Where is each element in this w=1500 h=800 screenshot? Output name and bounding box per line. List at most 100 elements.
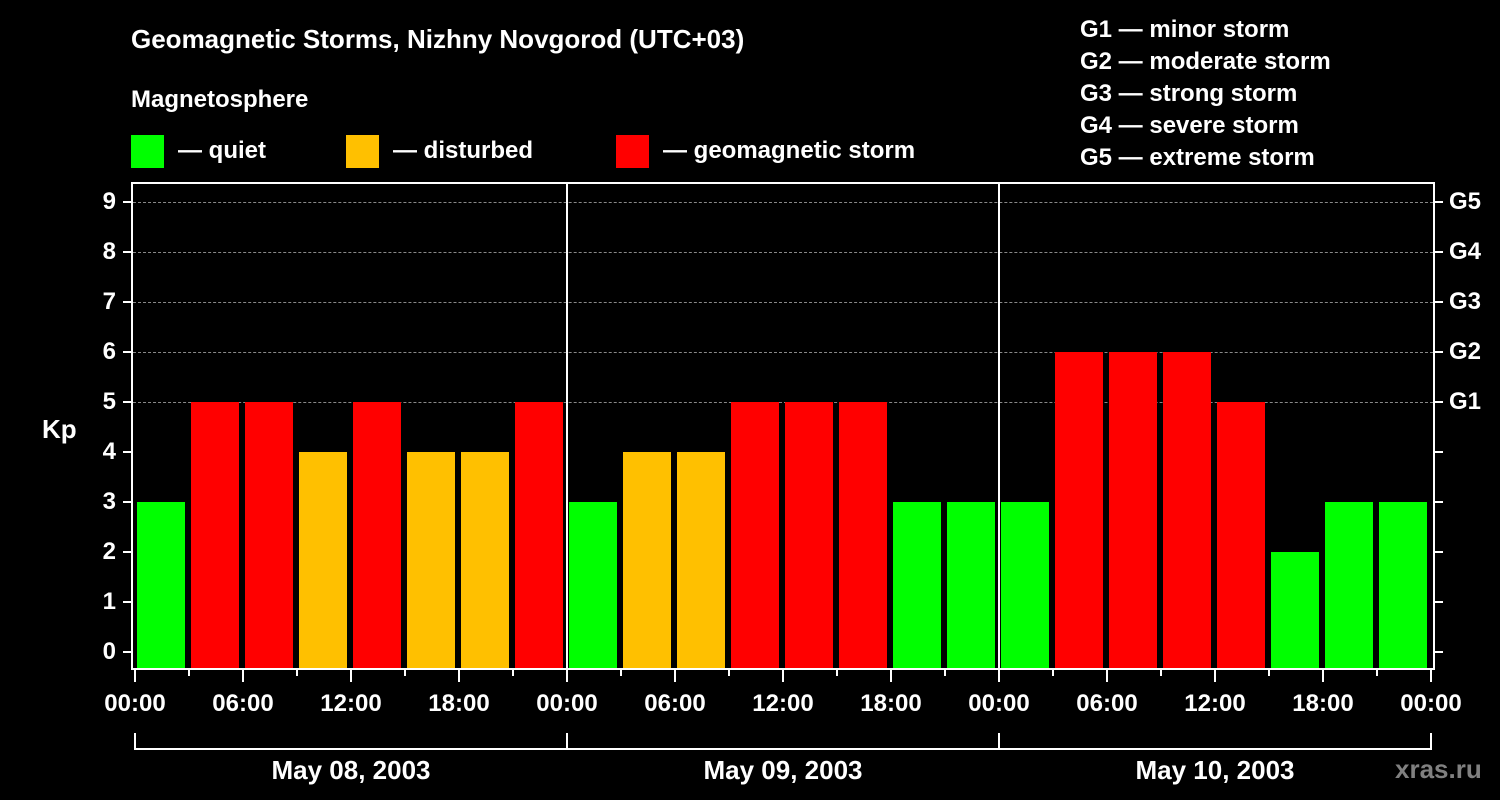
x-tick [296, 668, 298, 676]
right-tick [1435, 301, 1443, 303]
kp-bar [623, 452, 671, 668]
y-tick-label: 2 [102, 538, 116, 565]
y-tick [123, 651, 131, 653]
x-tick [674, 668, 676, 682]
kp-bar [1217, 402, 1265, 668]
x-tick [1376, 668, 1378, 676]
g-scale-label: G2 [1449, 338, 1482, 365]
g-scale-label: G5 [1449, 188, 1482, 215]
kp-bar [893, 502, 941, 668]
x-tick [1430, 668, 1432, 682]
g-legend-item: G1 — minor storm [1080, 16, 1290, 43]
x-tick [620, 668, 622, 676]
y-tick-label: 1 [102, 588, 116, 615]
chart-subtitle: Magnetosphere [131, 86, 309, 113]
kp-bar [839, 402, 887, 668]
x-tick [404, 668, 406, 676]
g-legend-item: G5 — extreme storm [1080, 144, 1315, 171]
g-scale-legend: G1 — minor storm G2 — moderate storm G3 … [1080, 14, 1331, 174]
x-tick [1106, 668, 1108, 682]
right-tick [1435, 351, 1443, 353]
x-tick [1052, 668, 1054, 676]
kp-bar [1379, 502, 1427, 668]
gridline [133, 402, 1433, 403]
kp-bar [137, 502, 185, 668]
x-tick-label: 06:00 [644, 690, 706, 717]
x-tick [944, 668, 946, 676]
x-tick [782, 668, 784, 682]
x-tick [890, 668, 892, 682]
kp-bar [461, 452, 509, 668]
kp-bar [785, 402, 833, 668]
x-tick-label: 12:00 [1184, 690, 1246, 717]
x-tick-label: 18:00 [1292, 690, 1354, 717]
x-tick [1268, 668, 1270, 676]
kp-bar [1109, 352, 1157, 668]
y-tick-label: 0 [102, 638, 116, 665]
y-tick [123, 451, 131, 453]
kp-bar [1271, 552, 1319, 668]
g-legend-item: G4 — severe storm [1080, 112, 1299, 139]
legend-storm: — geomagnetic storm [616, 134, 915, 168]
legend-label: — quiet [178, 137, 266, 164]
legend-quiet: — quiet [131, 134, 266, 168]
y-tick-label: 9 [102, 188, 116, 215]
legend-swatch-storm [616, 134, 649, 168]
x-tick-label: 12:00 [752, 690, 814, 717]
kp-bar [299, 452, 347, 668]
y-tick [123, 501, 131, 503]
g-scale-label: G3 [1449, 288, 1482, 315]
y-tick-label: 5 [102, 388, 116, 415]
x-tick-label: 18:00 [428, 690, 490, 717]
y-tick-label: 3 [102, 488, 116, 515]
date-bracket-tick [1430, 733, 1432, 749]
date-label: May 09, 2003 [703, 755, 863, 785]
g-scale-label: G4 [1449, 238, 1482, 265]
right-tick [1435, 601, 1443, 603]
right-tick [1435, 651, 1443, 653]
x-tick-label: 06:00 [212, 690, 274, 717]
g-legend-item: G3 — strong storm [1080, 80, 1298, 107]
kp-bar [191, 402, 239, 668]
gridline [133, 302, 1433, 303]
x-tick-label: 00:00 [104, 690, 166, 717]
kp-bar [1163, 352, 1211, 668]
gridline [133, 252, 1433, 253]
date-label: May 08, 2003 [271, 755, 431, 785]
kp-bar [677, 452, 725, 668]
day-divider [566, 184, 568, 668]
y-axis-label: Kp [42, 414, 77, 444]
x-tick [512, 668, 514, 676]
x-tick-label: 12:00 [320, 690, 382, 717]
y-tick [123, 601, 131, 603]
x-tick-label: 00:00 [536, 690, 598, 717]
date-bracket-tick [998, 733, 1000, 749]
right-tick [1435, 201, 1443, 203]
y-tick-label: 8 [102, 238, 116, 265]
x-tick [566, 668, 568, 682]
legend-label: — geomagnetic storm [663, 137, 916, 164]
legend-swatch-disturbed [346, 134, 379, 168]
x-tick [728, 668, 730, 676]
x-tick [350, 668, 352, 682]
gridline [133, 352, 1433, 353]
x-tick [1322, 668, 1324, 682]
g-scale-label: G1 [1449, 388, 1482, 415]
gridline [133, 202, 1433, 203]
x-tick-label: 06:00 [1076, 690, 1138, 717]
right-tick [1435, 551, 1443, 553]
kp-bar [1325, 502, 1373, 668]
right-tick [1435, 501, 1443, 503]
kp-bar [731, 402, 779, 668]
legend-disturbed: — disturbed [346, 134, 533, 168]
kp-bar [569, 502, 617, 668]
x-tick [188, 668, 190, 676]
y-tick [123, 251, 131, 253]
kp-bar [947, 502, 995, 668]
y-tick [123, 401, 131, 403]
y-tick [123, 201, 131, 203]
y-tick-label: 6 [102, 338, 116, 365]
date-bracket-tick [134, 733, 136, 749]
kp-bar [245, 402, 293, 668]
date-label: May 10, 2003 [1135, 755, 1295, 785]
